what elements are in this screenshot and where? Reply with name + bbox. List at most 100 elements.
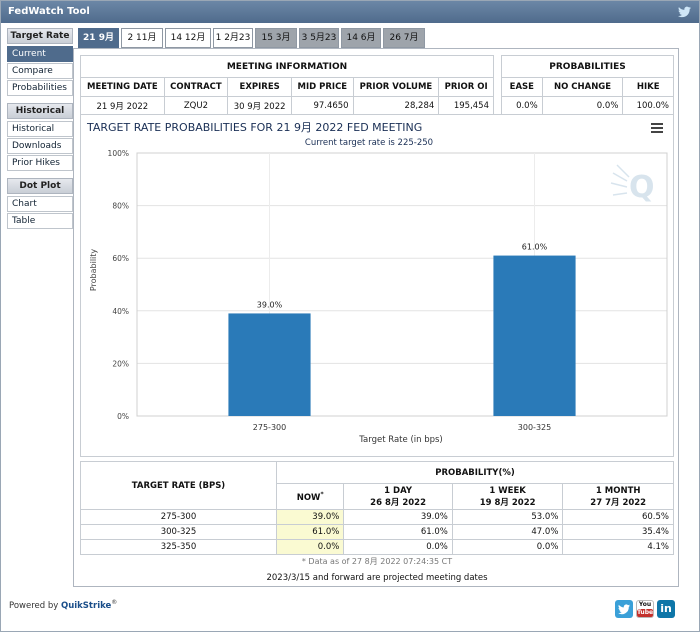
col-ease: EASE: [501, 77, 543, 97]
col-prior-volume: PRIOR VOLUME: [352, 77, 440, 97]
q-watermark-icon: Q: [610, 164, 655, 205]
tab-meeting-7[interactable]: 14 6月23: [341, 28, 381, 61]
tab-meeting-3[interactable]: 14 12月22: [165, 28, 211, 61]
table-row: 275-300 39.0% 39.0% 53.0% 60.5%: [80, 509, 674, 525]
app-title: FedWatch Tool: [8, 6, 90, 17]
main-panel: MEETING INFORMATION MEETING DATE CONTRAC…: [73, 48, 679, 587]
col-mid-price: MID PRICE: [291, 77, 354, 97]
twitter-icon[interactable]: [615, 600, 633, 618]
footer-powered-by: Powered by QuikStrike®: [9, 599, 118, 611]
svg-text:Q: Q: [629, 170, 655, 205]
col-prior-oi: PRIOR OI: [438, 77, 494, 97]
plot-frame: [136, 152, 668, 417]
rate-cell: 300-325: [80, 524, 277, 540]
day-cell: 61.0%: [343, 524, 453, 540]
tab-meeting-5[interactable]: 15 3月23: [255, 28, 297, 61]
quikstrike-link[interactable]: QuikStrike: [60, 600, 112, 611]
section-dot-plot: Dot Plot: [7, 178, 73, 194]
linkedin-icon[interactable]: in: [657, 600, 675, 618]
sidebar-item-historical[interactable]: Historical: [7, 121, 73, 137]
mid-price-value: 97.4650: [291, 96, 354, 116]
projected-dates-footnote: 2023/3/15 and forward are projected meet…: [266, 573, 488, 583]
chart-title: TARGET RATE PROBABILITIES FOR 21 9月 2022…: [86, 121, 422, 134]
left-sidebar: Target Rate Current Compare Probabilitie…: [7, 28, 73, 230]
rate-cell: 325-350: [80, 539, 277, 555]
ease-value: 0.0%: [501, 96, 543, 116]
probability-header: PROBABILITY(%): [275, 461, 675, 484]
col-meeting-date: MEETING DATE: [80, 77, 165, 97]
chart-subtitle: Current target rate is 225-250: [305, 138, 433, 148]
rate-cell: 275-300: [80, 509, 277, 525]
meeting-info-caption: MEETING INFORMATION: [80, 55, 494, 78]
prior-oi-value: 195,454: [438, 96, 494, 116]
week-cell: 0.0%: [451, 539, 564, 555]
y-tick-label: 100%: [108, 149, 129, 158]
day-cell: 0.0%: [343, 539, 453, 555]
tab-meeting-8[interactable]: 26 7月23: [383, 28, 425, 61]
sidebar-item-probabilities[interactable]: Probabilities: [7, 80, 73, 96]
probability-history-table: TARGET RATE (BPS) PROBABILITY(%) NOW* 1 …: [80, 461, 675, 555]
chart-ylabel: Probability: [89, 249, 98, 292]
sidebar-item-prior-hikes[interactable]: Prior Hikes: [7, 155, 73, 171]
y-tick-label: 60%: [112, 254, 129, 263]
y-tick-label: 0%: [117, 412, 129, 421]
month-cell: 35.4%: [562, 524, 674, 540]
contract-value: ZQU2: [163, 96, 229, 116]
sidebar-item-downloads[interactable]: Downloads: [7, 138, 73, 154]
section-historical: Historical: [7, 103, 73, 119]
sidebar-item-chart[interactable]: Chart: [7, 196, 73, 212]
now-cell: 0.0%: [275, 539, 345, 555]
x-tick-label: 275-300: [253, 423, 286, 432]
sidebar-item-table[interactable]: Table: [7, 213, 73, 229]
col-contract: CONTRACT: [163, 77, 229, 97]
sidebar-item-compare[interactable]: Compare: [7, 63, 73, 79]
x-tick-label: 300-325: [518, 423, 551, 432]
bar-data-label: 61.0%: [522, 243, 548, 252]
target-rate-header: TARGET RATE (BPS): [80, 461, 277, 510]
col-expires: EXPIRES: [227, 77, 293, 97]
now-cell: 61.0%: [275, 524, 345, 540]
no-change-value: 0.0%: [541, 96, 624, 116]
col-1-week: 1 WEEK 19 8月 2022: [451, 483, 564, 510]
tab-meeting-6[interactable]: 3 5月23: [299, 28, 339, 48]
youtube-icon[interactable]: You Tube: [636, 600, 654, 618]
now-cell: 39.0%: [275, 509, 345, 525]
table-row: 300-325 61.0% 61.0% 47.0% 35.4%: [80, 524, 674, 540]
meeting-info-table: MEETING INFORMATION MEETING DATE CONTRAC…: [80, 55, 494, 116]
col-1-month: 1 MONTH 27 7月 2022: [562, 483, 674, 510]
day-cell: 39.0%: [343, 509, 453, 525]
title-bar: FedWatch Tool: [1, 1, 699, 23]
month-cell: 60.5%: [562, 509, 674, 525]
chart-svg: TARGET RATE PROBABILITIES FOR 21 9月 2022…: [86, 121, 668, 445]
y-tick-label: 40%: [112, 307, 129, 316]
y-tick-label: 20%: [112, 359, 129, 368]
col-no-change: NO CHANGE: [541, 77, 624, 97]
col-1-day: 1 DAY 26 8月 2022: [343, 483, 453, 510]
chart-xlabel: Target Rate (in bps): [358, 435, 443, 445]
prior-volume-value: 28,284: [352, 96, 440, 116]
col-now: NOW*: [275, 483, 345, 510]
tab-meeting-2[interactable]: 2 11月22: [121, 28, 163, 61]
probabilities-caption: PROBABILITIES: [501, 55, 674, 78]
data-timestamp-note: * Data as of 27 8月 2022 07:24:35 CT: [301, 557, 453, 566]
meeting-date-value: 21 9月 2022: [80, 96, 165, 116]
bar-275-300: [228, 313, 311, 416]
week-cell: 53.0%: [451, 509, 564, 525]
y-tick-label: 80%: [112, 202, 129, 211]
hamburger-menu-icon[interactable]: [651, 123, 663, 133]
probabilities-table: PROBABILITIES EASE NO CHANGE HIKE 0.0% 0…: [501, 55, 674, 116]
expires-value: 30 9月 2022: [227, 96, 293, 116]
probability-chart: TARGET RATE PROBABILITIES FOR 21 9月 2022…: [80, 114, 674, 457]
hike-value: 100.0%: [622, 96, 674, 116]
twitter-bird-icon[interactable]: [678, 6, 691, 18]
table-row: 325-350 0.0% 0.0% 0.0% 4.1%: [80, 539, 674, 555]
sidebar-item-current[interactable]: Current: [7, 46, 73, 62]
week-cell: 47.0%: [451, 524, 564, 540]
month-cell: 4.1%: [562, 539, 674, 555]
bar-300-325: [493, 255, 576, 416]
tab-meeting-4[interactable]: 1 2月23: [213, 28, 253, 48]
bar-data-label: 39.0%: [257, 300, 283, 309]
tab-meeting-1[interactable]: 21 9月22: [78, 28, 119, 61]
col-hike: HIKE: [622, 77, 674, 97]
